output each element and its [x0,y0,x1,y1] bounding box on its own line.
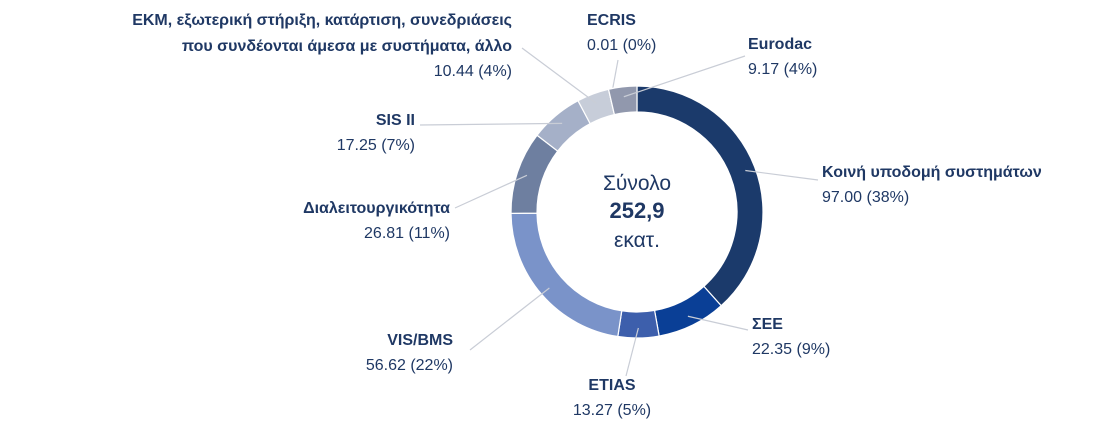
leader-line [625,327,639,377]
center-label: Σύνολο [602,172,672,195]
donut-segment [510,212,623,338]
segment-name: Κοινή υποδομή συστημάτων [822,164,1042,181]
donut-segment [607,85,638,116]
segment-label: Eurodac 9.17 (4%) [748,32,817,82]
segment-name: ECRIS [587,12,636,29]
leader-line [521,47,597,104]
segment-value: 10.44 (4%) [433,63,512,80]
segment-value: 26.81 (11%) [364,225,450,242]
segment-label: ΣΕΕ 22.35 (9%) [752,312,830,362]
donut-segment [617,309,660,339]
leader-line [745,169,819,181]
donut-segment [653,285,723,337]
leader-line [623,55,746,98]
center-unit: εκατ. [614,229,660,252]
segment-name: ETIAS [588,377,636,394]
segment-name: VIS/BMS [387,332,453,349]
segment-label: Κοινή υποδομή συστημάτων 97.00 (38%) [822,160,1042,210]
segment-name: Διαλειτουργικότητα [303,200,450,217]
segment-value: 17.25 (7%) [336,137,415,154]
segment-value: 97.00 (38%) [822,189,910,206]
segment-name: ΣΕΕ [752,316,783,333]
leader-line [687,315,749,331]
donut-segment [510,134,559,215]
segment-name: Eurodac [748,36,813,53]
center-total: 252,9 [609,198,665,223]
segment-name: SIS II [375,112,415,129]
leader-line [469,287,550,351]
segment-label: SIS II 17.25 (7%) [337,108,415,158]
leader-line [419,122,563,126]
segment-value: 56.62 (22%) [365,357,453,374]
segment-name: ΕΚΜ, εξωτερική στήριξη, κατάρτιση, συνεδ… [132,12,512,55]
segment-value: 0.01 (0%) [587,37,657,54]
segment-value: 13.27 (5%) [572,402,652,419]
segment-label: ETIAS 13.27 (5%) [573,373,651,422]
segment-label: ECRIS 0.01 (0%) [587,8,656,58]
segment-value: 22.35 (9%) [752,341,831,358]
leader-line [454,174,528,209]
segment-label: Διαλειτουργικότητα 26.81 (11%) [303,196,450,246]
segment-label: VIS/BMS 56.62 (22%) [366,328,453,378]
segment-value: 9.17 (4%) [748,61,818,78]
segment-label: ΕΚΜ, εξωτερική στήριξη, κατάρτιση, συνεδ… [132,8,512,84]
